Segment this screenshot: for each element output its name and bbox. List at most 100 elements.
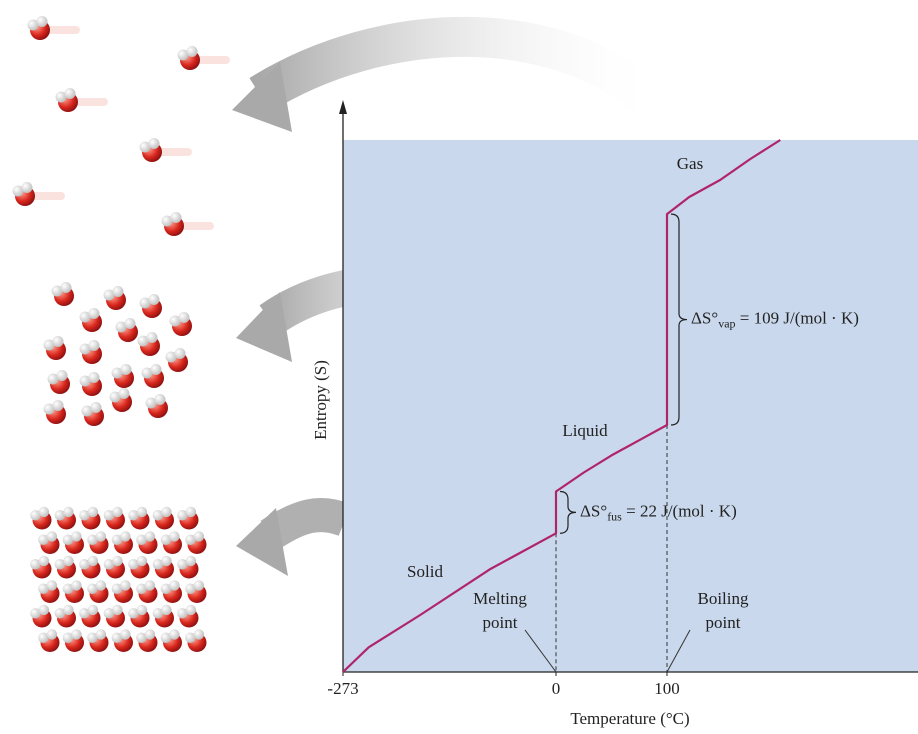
annotation: ΔS°fus = 22 J/(mol · K) <box>580 501 737 523</box>
phase-label: Solid <box>407 562 443 581</box>
atom <box>55 91 67 103</box>
atom <box>79 311 91 323</box>
atom <box>185 632 196 643</box>
atom <box>112 604 123 616</box>
atom <box>62 632 74 643</box>
atom <box>87 534 98 545</box>
brace <box>670 213 688 426</box>
atom <box>63 555 74 567</box>
leader <box>524 629 557 673</box>
atom <box>161 506 172 518</box>
trail <box>174 222 214 230</box>
x-tick-label: 100 <box>654 679 680 698</box>
y-axis-label: Entropy (S) <box>311 360 330 440</box>
atom <box>146 332 158 343</box>
x-tick-label: -273 <box>327 679 358 698</box>
atom <box>54 608 66 619</box>
atom <box>169 580 180 591</box>
atom <box>38 534 49 545</box>
atom <box>154 394 166 405</box>
atom <box>128 608 139 619</box>
molecules <box>12 16 230 652</box>
atom <box>43 339 55 351</box>
point-label: point <box>483 613 518 632</box>
atom <box>136 506 148 518</box>
trail <box>40 26 80 34</box>
atom <box>174 348 186 359</box>
atom <box>46 531 58 542</box>
atom <box>43 403 55 415</box>
atom <box>12 185 24 197</box>
atom <box>36 16 48 27</box>
atom <box>38 506 50 518</box>
atom <box>177 49 189 61</box>
atom <box>120 580 131 591</box>
atom <box>88 372 100 383</box>
atom <box>148 138 160 149</box>
atom <box>87 604 99 616</box>
atom <box>136 583 147 594</box>
atom <box>136 534 147 545</box>
atom <box>79 559 90 570</box>
atom <box>160 534 172 545</box>
atom <box>152 510 164 521</box>
atom <box>177 510 188 521</box>
atom <box>185 583 196 594</box>
atom <box>71 629 82 640</box>
atom <box>54 510 66 521</box>
annotation-sub: fus <box>607 509 622 523</box>
atom <box>79 375 91 387</box>
atom <box>193 531 205 542</box>
point-label: Melting <box>473 589 527 608</box>
atom <box>38 555 50 567</box>
entropy-line <box>342 139 781 673</box>
atom <box>90 402 102 413</box>
arrow <box>260 498 352 550</box>
atom <box>185 604 197 616</box>
atom <box>169 531 180 542</box>
atom <box>185 555 197 567</box>
brace <box>559 490 577 534</box>
annotation-sub: vap <box>718 316 735 330</box>
atom <box>38 604 50 616</box>
atom <box>118 388 130 399</box>
atom <box>111 367 123 379</box>
atom <box>170 212 182 223</box>
atom <box>152 608 164 619</box>
atom <box>87 506 99 518</box>
arrow <box>249 16 675 125</box>
atom <box>81 405 93 417</box>
atom <box>160 583 172 594</box>
atom <box>136 555 148 567</box>
atom <box>128 559 139 570</box>
trail <box>68 98 108 106</box>
atom <box>150 364 162 375</box>
atom <box>95 580 107 591</box>
x-tick-label: 0 <box>552 679 561 698</box>
atom <box>46 629 58 640</box>
phase-label: Gas <box>677 154 703 173</box>
atom <box>144 580 156 591</box>
atom <box>152 559 164 570</box>
atom <box>169 629 180 640</box>
atom <box>120 531 131 542</box>
atom <box>103 510 115 521</box>
atom <box>95 629 107 640</box>
trail <box>25 192 65 200</box>
atom <box>185 506 197 518</box>
atom <box>27 19 39 31</box>
atom <box>177 608 188 619</box>
atom <box>128 510 139 521</box>
atom <box>47 373 59 385</box>
atom <box>63 604 74 616</box>
atom <box>136 632 147 643</box>
atom <box>56 370 68 381</box>
atom <box>136 604 148 616</box>
annotation-part: ΔS° <box>691 308 718 327</box>
annotation-part: = 22 J/(mol · K) <box>622 501 737 520</box>
arrowhead <box>236 292 292 362</box>
atom <box>193 629 205 640</box>
atom <box>79 608 90 619</box>
atom <box>30 608 41 619</box>
